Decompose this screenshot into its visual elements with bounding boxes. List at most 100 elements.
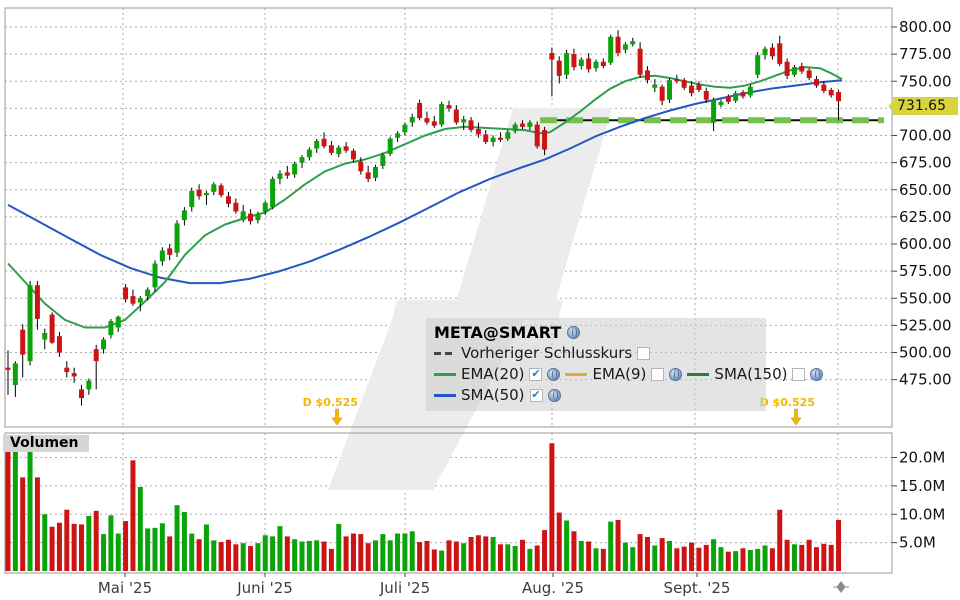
- price-tick-label: 550.00: [899, 289, 952, 307]
- volume-bar: [497, 544, 503, 571]
- volume-bar: [56, 522, 62, 571]
- volume-bar: [453, 541, 459, 571]
- candle-body: [512, 124, 518, 132]
- legend-ema9-label: EMA(9): [592, 365, 647, 383]
- candle-body: [711, 99, 717, 123]
- prev-close-checkbox[interactable]: [637, 347, 651, 360]
- candle-body: [733, 93, 739, 101]
- volume-bar: [652, 545, 658, 571]
- volume-bar: [380, 534, 386, 571]
- volume-panel-border: [4, 432, 893, 574]
- candle-body: [226, 196, 231, 204]
- volume-bar: [387, 540, 393, 571]
- volume-bar: [358, 534, 364, 571]
- price-tick-label: 775.00: [899, 45, 952, 63]
- sma150-checkbox[interactable]: [792, 368, 806, 381]
- price-tick-label: 675.00: [899, 154, 952, 172]
- volume-bar: [137, 487, 143, 571]
- volume-bar: [262, 535, 268, 571]
- volume-bar: [475, 535, 481, 571]
- candle-body: [64, 367, 70, 373]
- candle-body: [762, 48, 768, 56]
- volume-bar: [108, 515, 114, 571]
- ema9-checkbox[interactable]: [651, 368, 665, 381]
- volume-bar: [321, 541, 327, 571]
- candle-body: [328, 145, 334, 153]
- candle-body: [828, 89, 834, 96]
- candle-body: [769, 47, 775, 57]
- volume-bar: [791, 544, 797, 571]
- candle-body: [159, 250, 165, 262]
- volume-tick-label: 15.0M: [899, 477, 945, 495]
- volume-bar: [255, 543, 261, 571]
- candle-body: [527, 122, 533, 127]
- volume-bar: [417, 542, 423, 571]
- candle-body: [689, 85, 695, 94]
- candle-body: [564, 53, 570, 75]
- volume-bar: [578, 540, 584, 571]
- volume-bar: [615, 519, 621, 571]
- volume-bar: [71, 523, 77, 571]
- volume-bar: [718, 547, 724, 571]
- volume-bar: [431, 549, 437, 571]
- candle-body: [681, 80, 687, 88]
- volume-bar: [159, 523, 165, 571]
- volume-bar: [218, 542, 224, 571]
- volume-bar: [343, 536, 349, 571]
- ema9-line-sample: [565, 373, 588, 376]
- candle-body: [505, 132, 511, 139]
- globe-icon[interactable]: [567, 326, 581, 339]
- volume-bar: [226, 539, 231, 571]
- volume-bar: [314, 540, 320, 571]
- candle-body: [593, 61, 599, 69]
- candle-body: [395, 133, 401, 138]
- dividend-arrow-icon: [331, 408, 343, 426]
- price-tick-label: 475.00: [899, 371, 952, 389]
- candle-body: [123, 287, 129, 300]
- legend-sma50-label: SMA(50): [461, 386, 525, 404]
- volume-bar: [402, 533, 408, 571]
- globe-icon[interactable]: [810, 368, 824, 381]
- candle-body: [409, 117, 415, 123]
- candle-body: [402, 124, 408, 133]
- ema20-line-sample: [434, 373, 456, 376]
- volume-bar: [600, 548, 606, 571]
- globe-icon[interactable]: [669, 368, 683, 381]
- volume-bar: [784, 539, 790, 571]
- price-tick-label: 700.00: [899, 127, 952, 145]
- volume-bar: [696, 547, 702, 571]
- volume-bar: [799, 544, 805, 571]
- volume-bar: [306, 540, 312, 571]
- volume-bar: [468, 536, 474, 571]
- globe-icon[interactable]: [547, 368, 561, 381]
- volume-bar: [181, 511, 187, 571]
- candle-body: [5, 367, 11, 370]
- candle-body: [571, 54, 577, 68]
- volume-bar: [490, 536, 496, 571]
- legend-ema20-label: EMA(20): [461, 365, 525, 383]
- volume-bar: [667, 540, 672, 571]
- volume-bar: [93, 510, 99, 571]
- candle-body: [490, 137, 496, 143]
- candle-body: [189, 190, 195, 208]
- volume-bar: [814, 547, 819, 571]
- volume-bar: [123, 521, 129, 571]
- volume-bar: [292, 539, 298, 571]
- globe-icon[interactable]: [547, 389, 561, 402]
- sma50-checkbox[interactable]: ✔: [529, 388, 543, 402]
- candle-body: [299, 157, 305, 163]
- volume-bar: [42, 514, 48, 571]
- candle-body: [600, 61, 606, 67]
- volume-bar: [365, 543, 371, 571]
- candle-body: [483, 134, 489, 143]
- candle-body: [108, 321, 114, 336]
- volume-tick-label: 5.0M: [899, 534, 936, 552]
- candle-body: [93, 349, 99, 362]
- legend-symbol: META@SMART: [434, 323, 562, 342]
- candle-body: [740, 92, 746, 97]
- candle-body: [196, 189, 202, 197]
- candle-body: [542, 130, 548, 150]
- ema20-checkbox[interactable]: ✔: [529, 367, 543, 381]
